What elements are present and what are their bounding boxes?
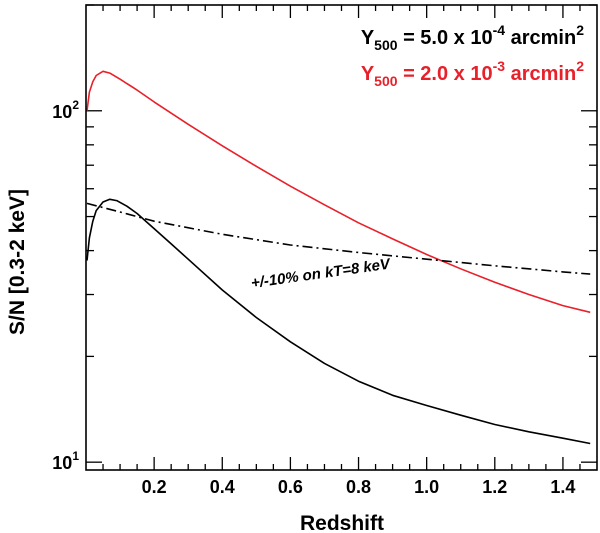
x-tick-label: 1.4 [550, 477, 575, 497]
x-tick-label: 0.6 [278, 477, 303, 497]
x-tick-label: 1.0 [414, 477, 439, 497]
y-axis-title: S/N [0.3-2 keV] [6, 189, 29, 335]
plot-frame [85, 4, 598, 471]
x-tick-label: 0.8 [346, 477, 371, 497]
y-tick-label: 102 [52, 98, 79, 122]
y-tick-label: 101 [52, 449, 79, 473]
x-tick-label: 0.2 [142, 477, 167, 497]
x-tick-label: 0.4 [210, 477, 235, 497]
series-annotation-label: +/-10% on kT=8 keV [250, 255, 393, 292]
y-tick-labels: 101 102 [52, 98, 79, 473]
x-axis-title: Redshift [300, 512, 384, 533]
x-tick-labels: 0.2 0.4 0.6 0.8 1.0 1.2 1.4 [142, 477, 576, 497]
series-layer [86, 70, 591, 445]
legend: Y500 = 5.0 x 10-4 arcmin2 Y500 = 2.0 x 10… [361, 22, 584, 89]
legend-entry-1: Y500 = 2.0 x 10-3 arcmin2 [361, 58, 584, 89]
series-line-2 [86, 202, 591, 275]
series-line-1 [86, 70, 591, 314]
series-line-0 [86, 198, 591, 445]
axis-ticks [86, 4, 597, 470]
legend-entry-0: Y500 = 5.0 x 10-4 arcmin2 [361, 22, 584, 53]
x-tick-label: 1.2 [482, 477, 507, 497]
